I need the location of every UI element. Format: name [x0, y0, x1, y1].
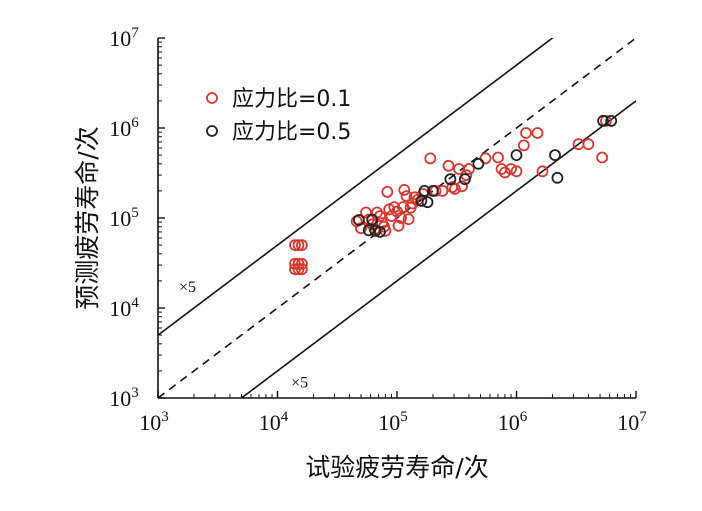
data-point-series-1: [442, 159, 455, 172]
factor-annotations: ×5 ×5: [179, 279, 308, 392]
data-point-series-1: [360, 206, 372, 219]
x-tick-label: 103: [139, 409, 169, 435]
data-point-series-1: [392, 219, 405, 232]
legend-label-series-1: 应力比=0.1: [232, 87, 351, 112]
data-point-series-2: [369, 224, 382, 237]
data-point-series-2: [362, 224, 375, 237]
data-point-series-1: [289, 239, 301, 252]
data-point-series-1: [395, 212, 407, 224]
x-tick-label: 105: [378, 409, 408, 435]
data-point-series-1: [517, 139, 530, 152]
x-axis-title: 试验疲劳寿命/次: [305, 453, 488, 482]
y-tick-label: 105: [109, 205, 139, 231]
data-point-series-1: [295, 239, 308, 252]
data-point-series-1: [448, 183, 461, 195]
data-point-series-2: [352, 214, 365, 226]
data-point-series-1: [456, 180, 468, 193]
data-point-series-1: [596, 151, 608, 164]
legend-label-series-2: 应力比=0.5: [232, 120, 351, 145]
data-point-series-1: [505, 163, 517, 175]
data-point-series-2: [472, 157, 485, 170]
legend-marker-series-2: [206, 125, 218, 137]
x-tick-label: 106: [498, 409, 528, 435]
data-point-series-1: [398, 183, 411, 196]
data-point-series-2: [444, 173, 457, 186]
data-point-series-1: [396, 201, 409, 214]
data-point-series-1: [479, 152, 492, 165]
legend: 应力比=0.1 应力比=0.5: [206, 87, 351, 145]
data-point-series-2: [605, 115, 618, 127]
data-point-series-2: [421, 196, 434, 209]
data-point-series-1: [424, 152, 437, 165]
data-point-series-1: [510, 165, 523, 178]
factor-label-lower-bound: ×5: [291, 375, 308, 392]
data-point-series-1: [582, 138, 595, 151]
data-point-series-2: [551, 171, 564, 184]
data-point-series-1: [295, 263, 308, 276]
axis-ticks: 103 104 105 106 107 103 104 105 106 107: [109, 25, 647, 435]
data-point-series-1: [292, 263, 305, 276]
data-point-series-1: [292, 239, 305, 252]
data-point-series-2: [549, 149, 561, 162]
legend-marker-series-1: [206, 92, 218, 104]
reference-line-upper-bound: [158, 38, 554, 336]
data-point-series-2: [418, 184, 431, 197]
data-point-series-2: [374, 225, 386, 238]
x-tick-label: 104: [259, 409, 289, 435]
data-point-series-1: [462, 163, 475, 175]
data-point-series-1: [531, 127, 544, 139]
factor-label-upper-bound: ×5: [179, 279, 196, 296]
data-point-series-2: [427, 184, 439, 197]
y-tick-label: 104: [109, 295, 139, 321]
data-point-series-1: [381, 185, 394, 198]
y-tick-label: 107: [109, 25, 139, 51]
data-point-series-2: [366, 213, 379, 226]
data-point-series-1: [492, 151, 504, 164]
data-point-series-1: [400, 190, 413, 203]
reference-line-lower-bound: [240, 100, 636, 398]
data-point-series-1: [355, 222, 367, 235]
data-point-series-1: [498, 166, 511, 179]
data-point-series-1: [289, 263, 301, 276]
data-point-series-2: [597, 115, 609, 127]
data-point-series-1: [520, 127, 532, 139]
x-tick-label: 107: [617, 409, 647, 435]
y-tick-label: 106: [109, 115, 139, 141]
data-point-series-1: [402, 213, 415, 226]
y-axis-title: 预测疲劳寿命/次: [73, 126, 102, 309]
data-point-series-2: [510, 149, 523, 162]
data-point-series-1: [536, 165, 549, 178]
data-point-series-2: [458, 173, 471, 186]
y-tick-label: 103: [109, 385, 139, 411]
data-points: [289, 115, 618, 276]
